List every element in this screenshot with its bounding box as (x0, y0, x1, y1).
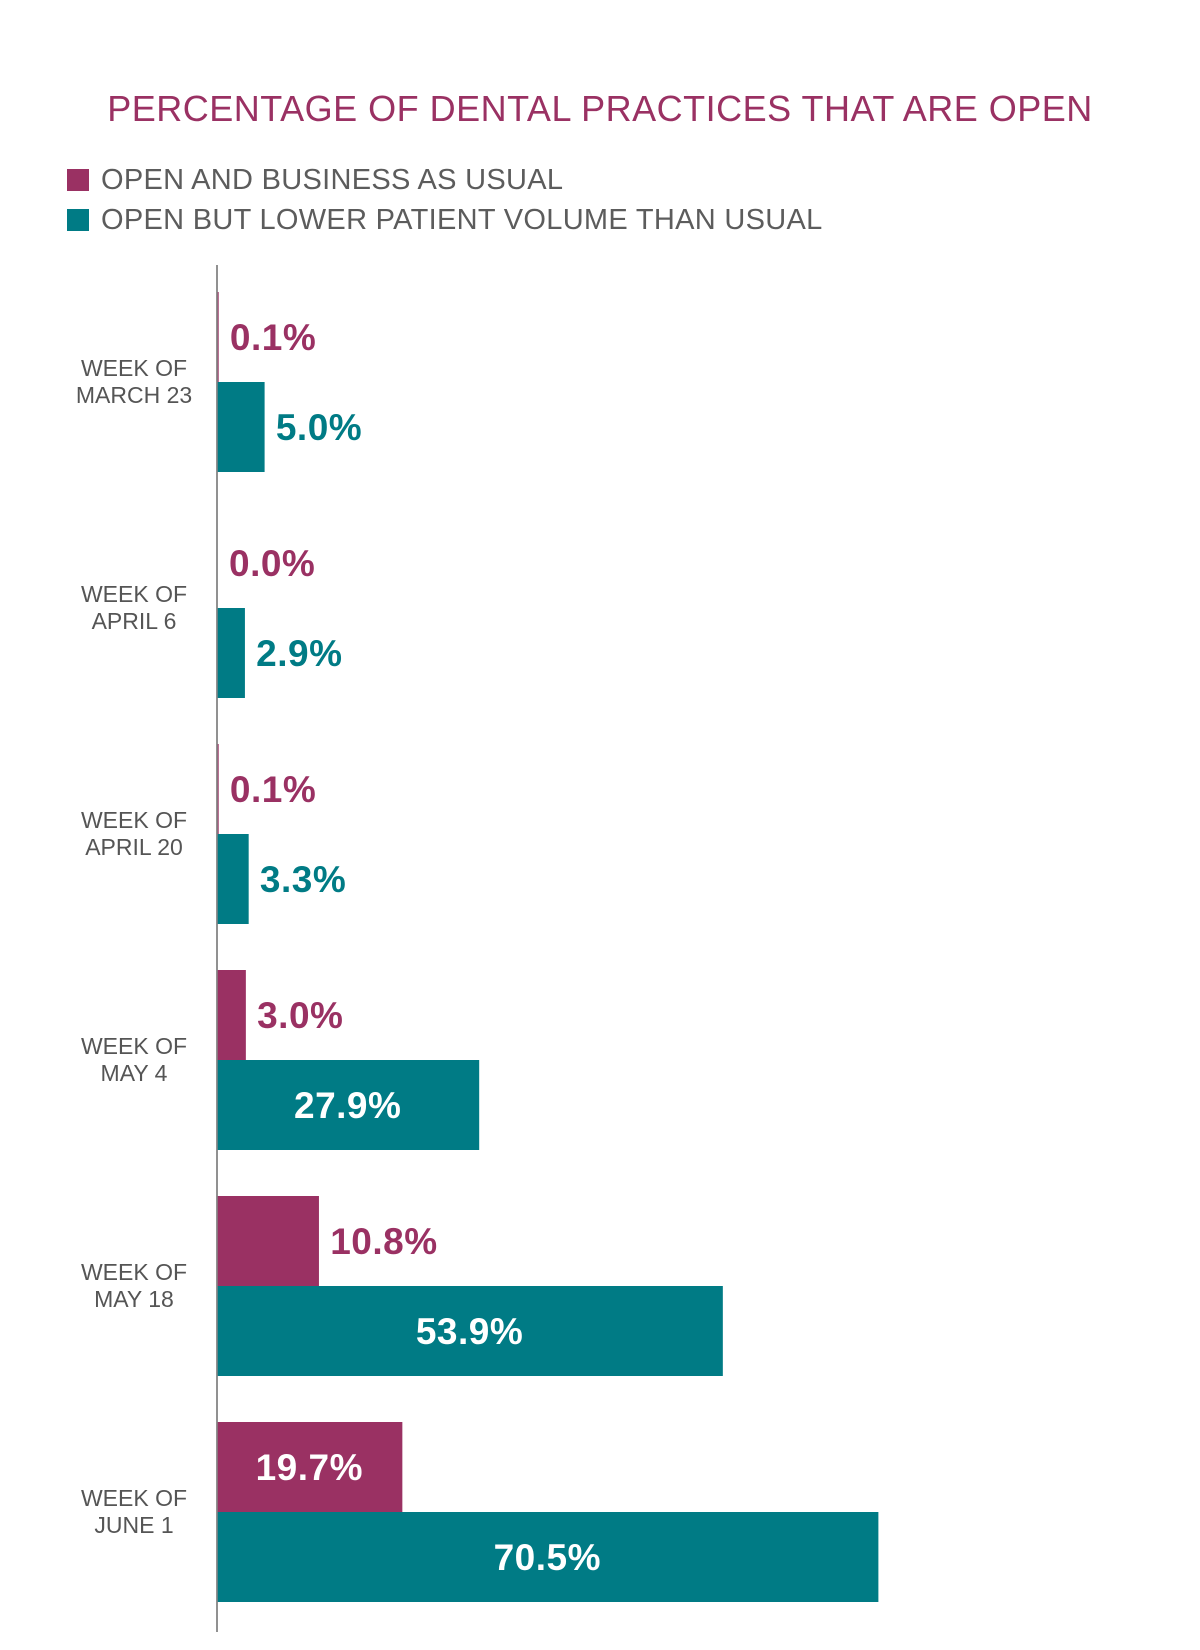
data-label-lower-volume: 27.9% (294, 1085, 401, 1126)
data-label-business-as-usual: 0.1% (230, 769, 316, 810)
data-label-lower-volume: 2.9% (256, 633, 342, 674)
category-label: WEEK OF MARCH 23 (76, 355, 192, 408)
legend-label-lower-volume: OPEN BUT LOWER PATIENT VOLUME THAN USUAL (101, 203, 823, 236)
data-label-lower-volume: 70.5% (494, 1537, 601, 1578)
legend-item-business-as-usual: OPEN AND BUSINESS AS USUAL (67, 160, 823, 200)
bar-lower-volume (217, 834, 249, 924)
data-label-business-as-usual: 0.0% (229, 543, 315, 584)
data-label-business-as-usual: 10.8% (330, 1221, 437, 1262)
category-label: WEEK OF MAY 18 (81, 1259, 187, 1312)
bar-business-as-usual (217, 1196, 319, 1286)
legend-swatch-lower-volume (67, 209, 89, 231)
data-label-lower-volume: 3.3% (260, 859, 346, 900)
legend-label-business-as-usual: OPEN AND BUSINESS AS USUAL (101, 163, 564, 196)
legend: OPEN AND BUSINESS AS USUAL OPEN BUT LOWE… (67, 160, 823, 240)
category-label: WEEK OF APRIL 20 (81, 807, 187, 860)
bar-business-as-usual (217, 970, 246, 1060)
data-label-business-as-usual: 19.7% (256, 1447, 363, 1488)
bar-lower-volume (217, 1286, 723, 1376)
bar-business-as-usual (217, 744, 219, 834)
category-label: WEEK OF APRIL 6 (81, 581, 187, 634)
data-label-business-as-usual: 0.1% (230, 317, 316, 358)
bar-business-as-usual (217, 292, 219, 382)
chart-title: PERCENTAGE OF DENTAL PRACTICES THAT ARE … (107, 88, 1093, 129)
bar-lower-volume (217, 382, 265, 472)
bar-business-as-usual (217, 1422, 403, 1512)
bar-lower-volume (217, 1060, 480, 1150)
legend-item-lower-volume: OPEN BUT LOWER PATIENT VOLUME THAN USUAL (67, 200, 823, 240)
category-label: WEEK OF JUNE 1 (81, 1485, 187, 1538)
data-label-business-as-usual: 3.0% (257, 995, 343, 1036)
bar-lower-volume (217, 608, 245, 698)
bar-lower-volume (217, 1512, 879, 1602)
legend-swatch-business-as-usual (67, 169, 89, 191)
category-label: WEEK OF MAY 4 (81, 1033, 187, 1086)
data-label-lower-volume: 53.9% (416, 1311, 523, 1352)
data-label-lower-volume: 5.0% (276, 407, 362, 448)
